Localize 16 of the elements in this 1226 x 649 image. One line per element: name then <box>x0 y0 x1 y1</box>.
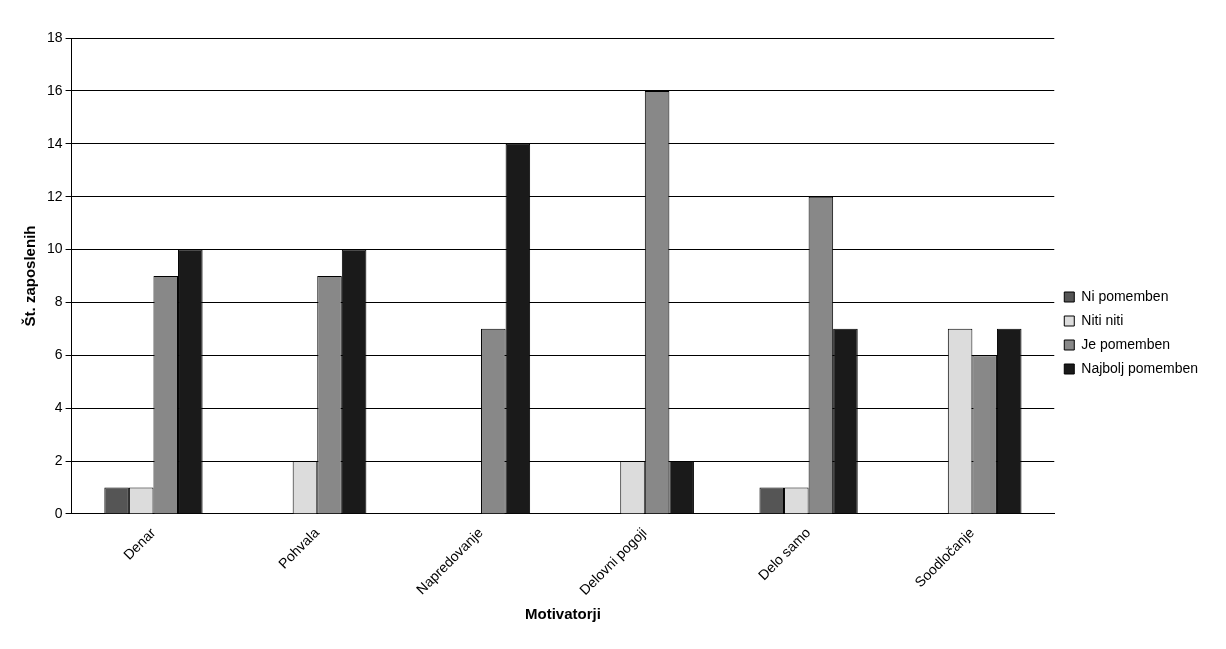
y-tick-label: 12 <box>46 187 63 204</box>
y-tick-label: 2 <box>54 451 63 468</box>
y-tick-label: 6 <box>54 346 63 363</box>
y-tick-label: 0 <box>54 504 63 521</box>
legend-label: Je pomemben <box>1081 335 1170 352</box>
y-tick-label: 14 <box>46 134 63 151</box>
y-tick-label: 8 <box>54 293 63 310</box>
y-axis-title: Št. zaposlenih <box>21 225 39 327</box>
y-tick-label: 18 <box>46 28 63 45</box>
x-axis-title: Motivatorji <box>525 605 601 623</box>
y-tick-label: 16 <box>46 81 63 98</box>
legend-label: Niti niti <box>1081 311 1124 328</box>
y-tick-label: 4 <box>54 399 63 416</box>
legend-label: Najbolj pomemben <box>1081 359 1198 376</box>
y-tick-label: 10 <box>46 240 63 257</box>
legend-label: Ni pomemben <box>1081 287 1169 304</box>
